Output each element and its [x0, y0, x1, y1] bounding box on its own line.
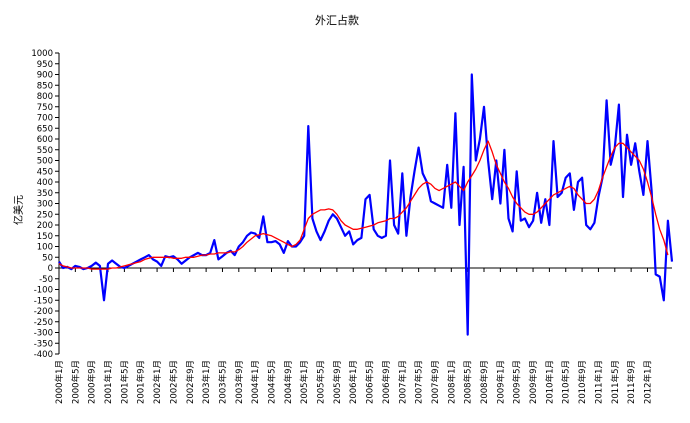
x-tick-label: 2006年1月	[348, 360, 359, 404]
x-tick-label: 2008年1月	[446, 360, 457, 404]
y-tick-label: 500	[37, 157, 53, 167]
x-tick-label: 2010年9月	[577, 360, 588, 404]
y-tick-label: -350	[34, 339, 53, 349]
y-tick-label: -400	[34, 350, 53, 360]
x-tick-label: 2011年1月	[593, 360, 604, 404]
x-tick-label: 2012年1月	[642, 360, 653, 404]
x-tick-label: 2003年5月	[217, 360, 228, 404]
y-tick-label: 1000	[31, 49, 53, 59]
y-tick-label: -250	[34, 318, 53, 328]
x-tick-label: 2002年5月	[168, 360, 179, 404]
series-layer	[58, 73, 674, 336]
x-tick-label: 2011年9月	[626, 360, 637, 404]
x-tick-label: 2003年9月	[234, 360, 245, 404]
x-tick-label: 2004年1月	[250, 360, 261, 404]
x-tick-label: 2000年5月	[70, 360, 81, 404]
y-tick-label: -100	[34, 286, 53, 296]
y-tick-label: 600	[37, 135, 53, 145]
x-tick-label: 2007年1月	[397, 360, 408, 404]
x-tick-label: 2009年5月	[512, 360, 523, 404]
y-tick-label: 150	[37, 232, 53, 242]
x-tick-label: 2008年9月	[479, 360, 490, 404]
x-tick-label: 2009年1月	[495, 360, 506, 404]
x-tick-label: 2001年5月	[119, 360, 130, 404]
x-tick-label: 2005年9月	[332, 360, 343, 404]
y-tick-label: 950	[37, 60, 53, 70]
y-tick-label: 250	[37, 210, 53, 220]
x-tick-label: 2000年1月	[54, 360, 65, 404]
x-tick-label: 2005年5月	[316, 360, 327, 404]
series-line-2	[58, 140, 669, 270]
x-tick-label: 2004年9月	[283, 360, 294, 404]
y-tick-label: 850	[37, 81, 53, 91]
x-tick-label: 2011年5月	[610, 360, 621, 404]
y-tick-label: 450	[37, 167, 53, 177]
x-tick-label: 2002年9月	[185, 360, 196, 404]
y-tick-label: 200	[37, 221, 53, 231]
x-tick-label: 2001年9月	[136, 360, 147, 404]
x-tick-label: 2004年5月	[267, 360, 278, 404]
y-axis-label: 亿美元	[12, 195, 25, 225]
y-tick-label: -50	[39, 275, 53, 285]
y-tick-label: 800	[37, 92, 53, 102]
x-tick-label: 2009年9月	[528, 360, 539, 404]
y-tick-label: -300	[34, 329, 53, 339]
series-line-1	[58, 73, 674, 336]
x-tick-label: 2007年5月	[414, 360, 425, 404]
y-tick-label: 550	[37, 146, 53, 156]
y-tick-label: 100	[37, 243, 53, 253]
x-tick-label: 2006年5月	[365, 360, 376, 404]
x-tick-label: 2007年9月	[430, 360, 441, 404]
x-tick-label: 2008年5月	[463, 360, 474, 404]
y-tick-label: 350	[37, 189, 53, 199]
x-tick-label: 2010年1月	[544, 360, 555, 404]
x-tick-label: 2001年1月	[103, 360, 114, 404]
x-tick-label: 2003年1月	[201, 360, 212, 404]
y-tick-label: 900	[37, 71, 53, 81]
x-tick-label: 2000年9月	[87, 360, 98, 404]
y-tick-label: -200	[34, 307, 53, 317]
y-tick-label: 650	[37, 124, 53, 134]
x-tick-label: 2005年1月	[299, 360, 310, 404]
y-tick-label: -150	[34, 296, 53, 306]
y-tick-label: 300	[37, 200, 53, 210]
y-tick-label: 50	[42, 253, 53, 263]
x-tick-label: 2010年5月	[561, 360, 572, 404]
x-tick-label: 2002年1月	[152, 360, 163, 404]
y-tick-label: 400	[37, 178, 53, 188]
x-tick-label: 2006年9月	[381, 360, 392, 404]
y-tick-label: 700	[37, 114, 53, 124]
y-tick-label: 0	[48, 264, 53, 274]
chart-title: 外汇占款	[315, 13, 359, 27]
y-axis-ticks: -400-350-300-250-200-150-100-50050100150…	[31, 49, 59, 360]
x-axis-ticks: 2000年1月 2000年5月 2000年9月 2001年1月 2001年5月 2001年…	[54, 268, 653, 404]
y-tick-label: 750	[37, 103, 53, 113]
